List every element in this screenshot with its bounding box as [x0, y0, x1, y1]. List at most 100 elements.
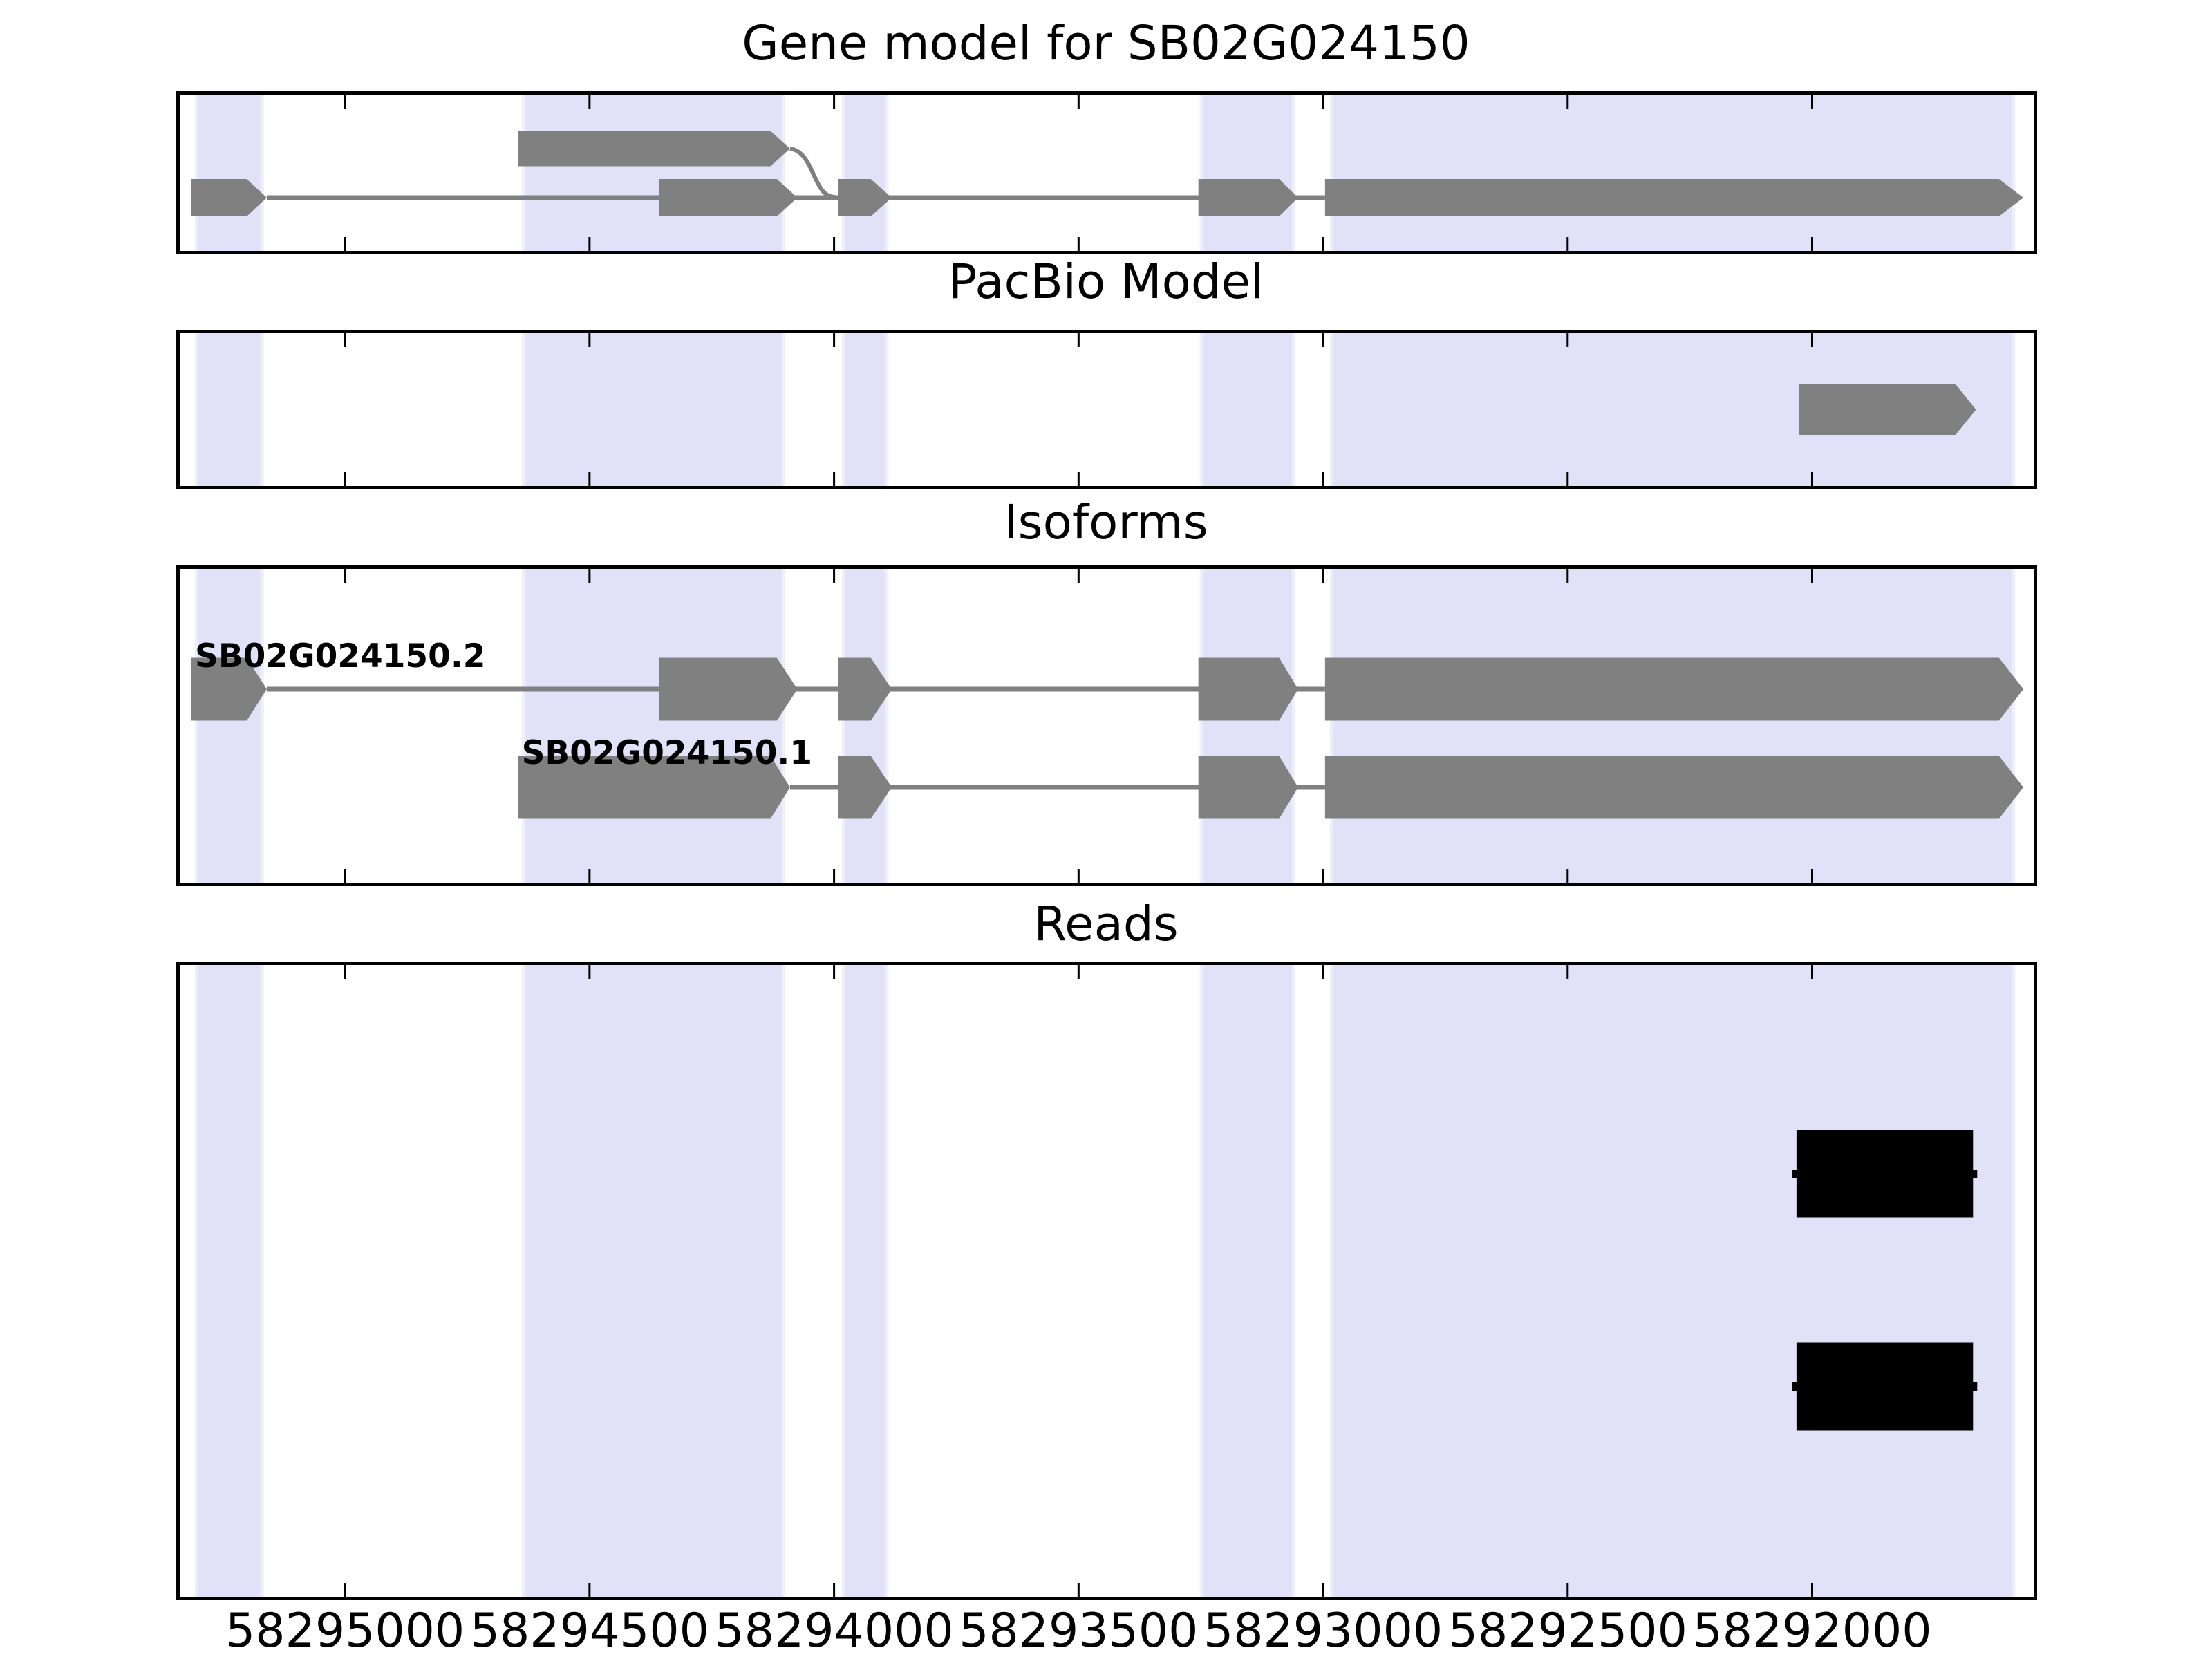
exon-highlight-band-edge [781, 569, 785, 883]
exon-highlight-band-edge [885, 333, 889, 486]
axis-tick [1566, 869, 1569, 883]
isoform-exon [518, 756, 790, 819]
exon-highlight-band-edge [260, 569, 264, 883]
exon-highlight-band-edge [194, 965, 198, 1597]
axis-tick [833, 869, 836, 883]
exon-highlight-band-edge [841, 965, 845, 1597]
isoforms-plot: SB02G024150.2 SB02G024150.1 [191, 569, 2024, 883]
gene-model-panel [176, 91, 2037, 254]
axis-tick [1811, 1583, 1814, 1597]
axis-tick [1566, 333, 1569, 347]
exon-highlight-band [522, 965, 785, 1597]
read-end-notch [1792, 1170, 1801, 1178]
axis-tick [1077, 965, 1080, 979]
x-axis-tick-label: 58295000 [225, 1604, 465, 1658]
read [1796, 1342, 1974, 1431]
isoform-exon [1324, 756, 2024, 819]
exon-highlight-band-edge [522, 965, 526, 1597]
isoform-exon [838, 756, 892, 819]
exon-highlight-band-edge [1291, 333, 1295, 486]
pacbio-model-title: PacBio Model [948, 254, 1264, 310]
axis-tick [1322, 869, 1324, 883]
isoform-label: SB02G024150.1 [522, 734, 812, 772]
exon-highlight-band-edge [260, 965, 264, 1597]
axis-tick [588, 569, 591, 583]
exon-highlight-band [1199, 569, 1295, 883]
axis-tick [344, 333, 346, 347]
axis-tick [344, 869, 346, 883]
exon-highlight-band-edge [260, 333, 264, 486]
axis-tick [833, 237, 836, 251]
exon-highlight-band [194, 569, 264, 883]
exon-highlight-band-edge [194, 95, 198, 251]
axis-tick [1322, 237, 1324, 251]
x-axis-tick-label: 58294500 [469, 1604, 709, 1658]
isoforms-panel: SB02G024150.2 SB02G024150.1 [176, 565, 2037, 886]
exon-highlight-band [194, 95, 264, 251]
exon-highlight-band [841, 333, 889, 486]
axis-tick [1811, 472, 1814, 486]
axis-tick [1322, 569, 1324, 583]
exon-highlight-band [841, 95, 889, 251]
exon-highlight-band-edge [1291, 569, 1295, 883]
exon [1324, 179, 2024, 216]
exon-highlight-band [522, 569, 785, 883]
axis-tick [1077, 1583, 1080, 1597]
axis-tick [1322, 965, 1324, 979]
axis-tick [1077, 472, 1080, 486]
reads-title: Reads [1033, 897, 1179, 952]
exon [191, 179, 267, 216]
exon [1198, 179, 1298, 216]
axis-tick [1566, 569, 1569, 583]
read-end-notch [1969, 1170, 1978, 1178]
pacbio-model-panel [176, 330, 2037, 489]
exon-highlight-band-edge [1291, 965, 1295, 1597]
exon-highlight-band-edge [1199, 965, 1203, 1597]
axis-tick [588, 965, 591, 979]
exon [659, 179, 798, 216]
exon-highlight-band [522, 95, 785, 251]
exon-highlight-band-edge [1199, 333, 1203, 486]
exon-highlight-band [1329, 965, 2016, 1597]
isoform-exon [838, 657, 892, 721]
axis-tick [1566, 472, 1569, 486]
exon-highlight-band-edge [781, 95, 785, 251]
axis-tick [344, 1583, 346, 1597]
exon-highlight-band-edge [885, 569, 889, 883]
reads-panel [176, 962, 2037, 1600]
gene-model-title: Gene model for SB02G024150 [742, 16, 1470, 71]
read [1796, 1130, 1974, 1218]
exon-highlight-band-edge [1199, 95, 1203, 251]
exon-highlight-band-edge [781, 965, 785, 1597]
axis-tick [1077, 237, 1080, 251]
axis-tick [344, 95, 346, 109]
exon-highlight-band-edge [1329, 569, 1333, 883]
exon-highlight-band-edge [2012, 333, 2016, 486]
exon-highlight-band-edge [1329, 965, 1333, 1597]
axis-tick [588, 472, 591, 486]
exon-highlight-band [1199, 965, 1295, 1597]
exon-highlight-band-edge [2012, 95, 2016, 251]
axis-tick [1566, 1583, 1569, 1597]
reads-plot [194, 965, 2016, 1597]
isoform-exon [191, 657, 267, 721]
gene-model-plot [191, 95, 2024, 251]
axis-tick [833, 569, 836, 583]
exon-connector-curve [789, 147, 836, 199]
axis-tick [588, 1583, 591, 1597]
isoform-exon [1198, 657, 1298, 721]
axis-tick [833, 1583, 836, 1597]
exon-highlight-band-edge [841, 95, 845, 251]
intron-line [789, 785, 1325, 790]
exon-highlight-band-edge [1329, 95, 1333, 251]
axis-tick [1566, 237, 1569, 251]
x-axis-tick-label: 58293500 [959, 1604, 1199, 1658]
axis-tick [1566, 965, 1569, 979]
exon-highlight-band [1199, 333, 1295, 486]
pacbio-exon [1799, 384, 1976, 435]
axis-tick [588, 869, 591, 883]
axis-tick [1811, 965, 1814, 979]
isoform-label: SB02G024150.2 [195, 637, 485, 675]
exon-highlight-band-edge [194, 333, 198, 486]
axis-tick [588, 95, 591, 109]
